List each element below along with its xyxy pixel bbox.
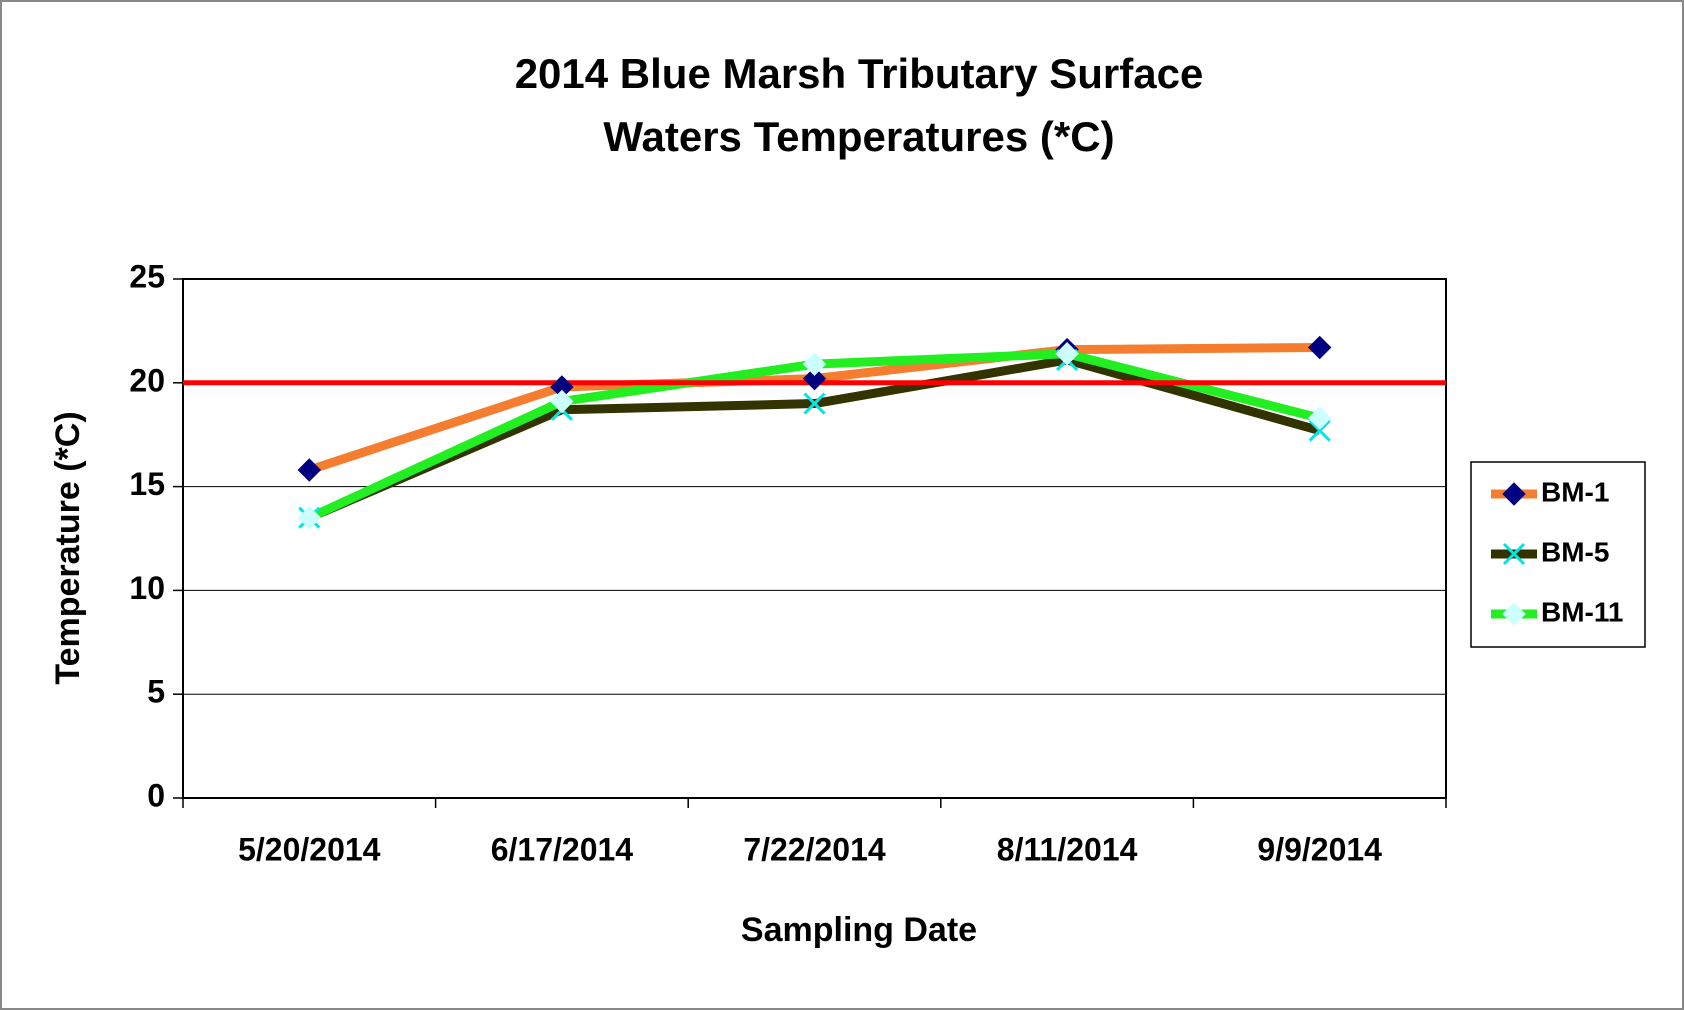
data-point xyxy=(1055,342,1079,366)
legend-label: BM-1 xyxy=(1541,476,1609,507)
plot-border xyxy=(182,278,1447,799)
x-tick-label: 6/17/2014 xyxy=(491,831,634,867)
data-point xyxy=(297,458,322,482)
chart-title: Waters Temperatures (*C) xyxy=(603,113,1114,160)
y-axis-label: Temperature (*C) xyxy=(49,411,87,684)
y-tick-label: 0 xyxy=(147,777,165,813)
data-point xyxy=(802,352,827,376)
x-tick-label: 9/9/2014 xyxy=(1257,831,1382,867)
chart-title: 2014 Blue Marsh Tributary Surface xyxy=(515,50,1204,97)
legend-label: BM-5 xyxy=(1541,536,1609,567)
y-tick-label: 20 xyxy=(129,362,165,398)
data-point xyxy=(297,506,322,530)
y-tick-label: 25 xyxy=(129,258,165,294)
legend-marker xyxy=(1502,482,1526,506)
x-tick-label: 7/22/2014 xyxy=(743,831,886,867)
data-point xyxy=(803,392,826,415)
y-tick-label: 15 xyxy=(129,466,165,502)
data-point xyxy=(802,366,827,391)
data-point xyxy=(1307,335,1332,360)
legend-marker xyxy=(1502,542,1526,566)
x-tick-label: 5/20/2014 xyxy=(238,831,381,867)
data-point xyxy=(1308,419,1331,442)
data-point xyxy=(550,389,574,414)
y-tick-label: 5 xyxy=(147,674,165,710)
data-point xyxy=(1307,406,1332,430)
y-tick-label: 10 xyxy=(129,570,165,606)
x-axis-label: Sampling Date xyxy=(741,911,977,949)
legend-marker xyxy=(1502,602,1526,626)
legend-label: BM-11 xyxy=(1541,596,1623,627)
x-tick-label: 8/11/2014 xyxy=(997,831,1138,867)
